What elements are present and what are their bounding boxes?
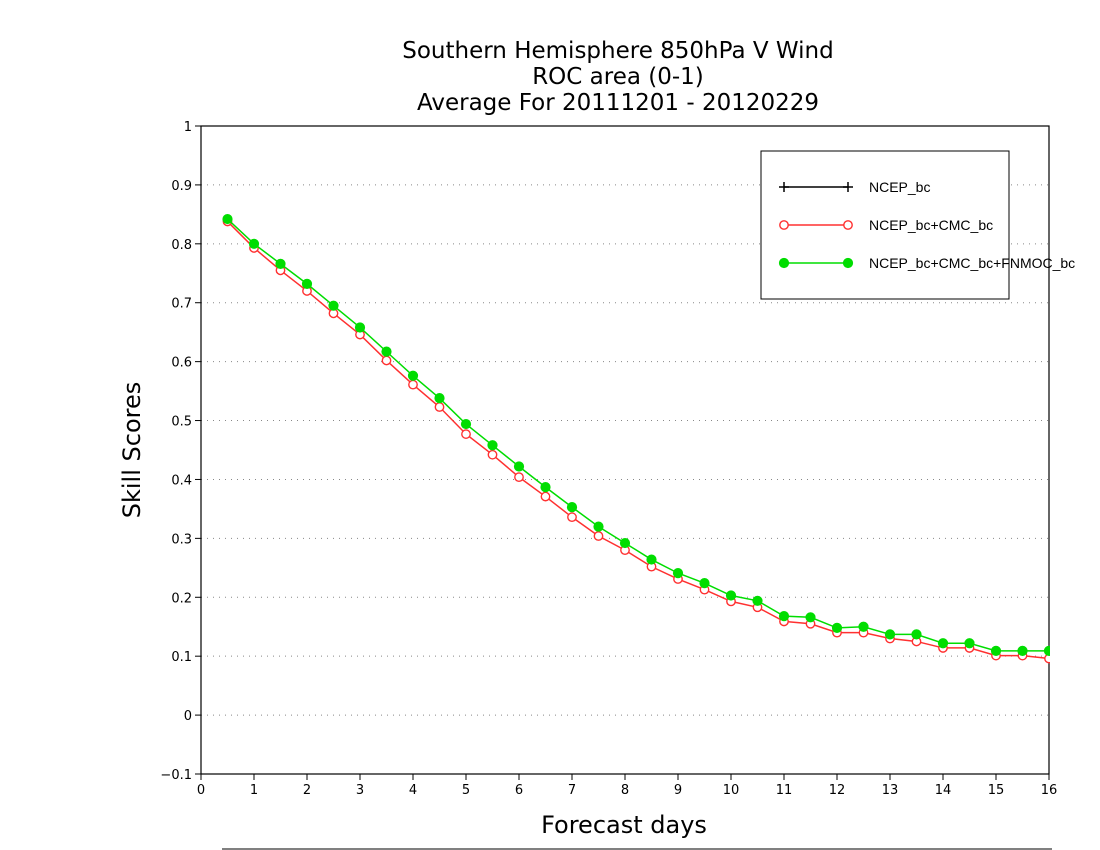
- x-tick-label: 9: [674, 783, 682, 798]
- series-2: [222, 213, 1050, 656]
- y-tick-label: 0.4: [171, 473, 192, 488]
- data-point: [778, 611, 790, 622]
- y-tick-label: 0.1: [171, 650, 192, 665]
- x-tick-label: 4: [409, 783, 417, 798]
- data-point: [381, 355, 392, 366]
- legend-label: NCEP_bc+CMC_bc+FNMOC_bc: [869, 255, 1075, 271]
- x-tick-label: 15: [988, 783, 1005, 798]
- data-point: [354, 322, 366, 333]
- y-tick-label: 0.5: [171, 415, 192, 430]
- legend-label: NCEP_bc+CMC_bc: [869, 217, 993, 233]
- x-tick-label: 6: [515, 783, 523, 798]
- legend-label: NCEP_bc: [869, 179, 930, 195]
- legend-marker: [842, 257, 854, 269]
- data-point: [567, 512, 577, 523]
- data-point: [434, 402, 445, 412]
- data-point: [566, 502, 578, 513]
- x-tick-label: 7: [568, 783, 576, 798]
- data-point: [593, 531, 604, 541]
- x-tick-label: 12: [829, 783, 846, 798]
- data-point: [514, 472, 524, 482]
- x-axis-ticks: 0 1 2 3 4 5 6 7 8 9 10 11 12 13 14 15 16: [197, 774, 1057, 798]
- data-point: [328, 300, 339, 311]
- y-tick-label: 1: [184, 120, 192, 135]
- data-point: [593, 521, 604, 532]
- series-layer: [222, 213, 1050, 664]
- data-point: [434, 393, 445, 404]
- y-axis-label: Skill Scores: [118, 382, 146, 519]
- chart-title: Southern Hemisphere 850hPa V Wind ROC ar…: [402, 38, 833, 116]
- data-point: [1017, 645, 1028, 656]
- data-point: [646, 554, 657, 565]
- data-point: [487, 449, 498, 460]
- data-point: [487, 440, 498, 451]
- x-tick-label: 10: [723, 783, 740, 798]
- legend-item: NCEP_bc+CMC_bc: [779, 217, 993, 233]
- data-point: [672, 568, 684, 579]
- data-point: [699, 578, 710, 589]
- y-axis-ticks: −0.1 0 0.1 0.2 0.3 0.4 0.5 0.6 0.7 0.8 0.9 1: [160, 120, 201, 783]
- data-point: [381, 346, 392, 357]
- data-point: [725, 590, 737, 601]
- x-axis-label: Forecast days: [541, 811, 707, 839]
- data-point: [275, 258, 286, 269]
- data-point: [460, 418, 472, 430]
- data-point: [461, 429, 471, 439]
- x-tick-label: 3: [356, 783, 364, 798]
- data-point: [858, 621, 869, 632]
- y-tick-label: 0.6: [171, 356, 192, 371]
- legend: NCEP_bc NCEP_bc+CMC_bc NCEP_bc+CMC_bc+FNMO…: [760, 150, 1075, 300]
- y-tick-label: 0.8: [171, 238, 192, 253]
- x-tick-label: 16: [1041, 783, 1058, 798]
- data-point: [990, 645, 1002, 656]
- legend-marker: [843, 220, 853, 230]
- x-tick-label: 0: [197, 783, 205, 798]
- data-point: [540, 482, 551, 493]
- y-tick-label: 0: [184, 709, 192, 724]
- legend-marker: [843, 182, 853, 192]
- y-tick-label: 0.7: [171, 297, 192, 312]
- data-point: [619, 537, 631, 549]
- y-tick-label: 0.9: [171, 179, 192, 194]
- x-tick-label: 11: [776, 783, 793, 798]
- x-tick-label: 2: [303, 783, 311, 798]
- y-tick-label: 0.3: [171, 532, 192, 547]
- data-point: [513, 461, 525, 472]
- data-point: [964, 638, 975, 649]
- x-tick-label: 13: [882, 783, 899, 798]
- title-line-3: Average For 20111201 - 20120229: [417, 90, 819, 116]
- legend-item: NCEP_bc: [779, 179, 930, 195]
- title-line-1: Southern Hemisphere 850hPa V Wind: [402, 38, 833, 64]
- data-point: [831, 622, 843, 634]
- data-point: [937, 638, 949, 649]
- data-point: [222, 213, 233, 225]
- data-point: [805, 612, 816, 623]
- x-tick-label: 5: [462, 783, 470, 798]
- data-point: [248, 238, 260, 249]
- data-point: [408, 379, 418, 390]
- data-point: [540, 491, 551, 502]
- y-tick-label: −0.1: [160, 768, 192, 783]
- data-point: [911, 629, 922, 640]
- legend-marker: [778, 257, 790, 269]
- x-tick-label: 8: [621, 783, 629, 798]
- data-point: [407, 370, 419, 381]
- data-point: [301, 278, 313, 289]
- title-line-2: ROC area (0-1): [532, 64, 704, 90]
- data-point: [752, 595, 763, 606]
- legend-marker: [779, 220, 789, 230]
- x-tick-label: 1: [250, 783, 258, 798]
- x-tick-label: 14: [935, 783, 952, 798]
- legend-marker: [779, 182, 789, 192]
- data-point: [884, 629, 896, 640]
- data-point: [1043, 645, 1050, 656]
- legend-item: NCEP_bc+CMC_bc+FNMOC_bc: [778, 255, 1075, 271]
- y-tick-label: 0.2: [171, 591, 192, 606]
